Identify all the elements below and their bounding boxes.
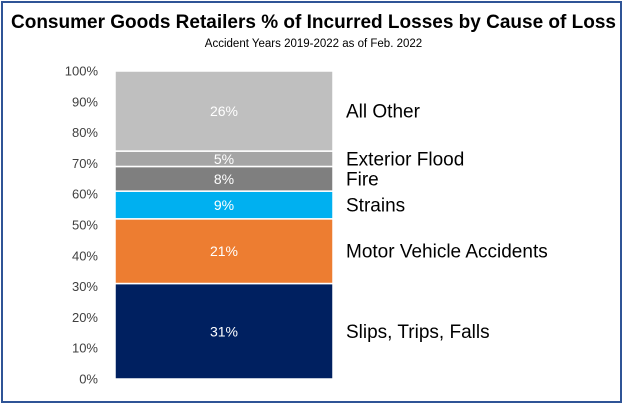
y-tick-label: 100% bbox=[65, 64, 99, 79]
data-labels: 31% 21% 9% 8% 5% 26% bbox=[210, 103, 238, 339]
data-label-exterior-flood: 5% bbox=[214, 151, 234, 167]
category-label-slips-trips-falls: Slips, Trips, Falls bbox=[346, 322, 490, 343]
category-label-strains: Strains bbox=[346, 195, 405, 216]
category-labels: Slips, Trips, Falls Motor Vehicle Acciden… bbox=[346, 102, 548, 343]
category-label-exterior-flood: Exterior Flood bbox=[346, 149, 464, 170]
y-axis: 0% 10% 20% 30% 40% 50% 60% 70% 80% 90% 100% bbox=[65, 64, 99, 387]
category-label-all-other: All Other bbox=[346, 102, 421, 123]
bar-segments bbox=[114, 70, 334, 380]
data-label-strains: 9% bbox=[214, 197, 234, 213]
bar-segment-motor-vehicle-accidents bbox=[114, 218, 334, 285]
bar-segment-all-other bbox=[114, 70, 334, 152]
category-label-fire: Fire bbox=[346, 169, 379, 190]
data-label-all-other: 26% bbox=[210, 103, 238, 119]
data-label-slips-trips-falls: 31% bbox=[210, 323, 238, 339]
y-tick-label: 40% bbox=[72, 248, 98, 263]
chart-title: Consumer Goods Retailers % of Incurred L… bbox=[11, 12, 616, 33]
y-tick-label: 70% bbox=[72, 156, 98, 171]
chart-subtitle: Accident Years 2019-2022 as of Feb. 2022 bbox=[204, 38, 423, 50]
y-tick-label: 90% bbox=[72, 94, 98, 109]
y-tick-label: 80% bbox=[72, 125, 98, 140]
y-tick-label: 10% bbox=[72, 341, 98, 356]
category-label-motor-vehicle-accidents: Motor Vehicle Accidents bbox=[346, 242, 548, 263]
bar-segment-slips-trips-falls bbox=[114, 282, 334, 380]
y-tick-label: 60% bbox=[72, 187, 98, 202]
y-tick-label: 50% bbox=[72, 218, 98, 233]
y-tick-label: 0% bbox=[79, 372, 98, 387]
y-tick-label: 30% bbox=[72, 279, 98, 294]
data-label-fire: 8% bbox=[214, 171, 234, 187]
y-tick-label: 20% bbox=[72, 310, 98, 325]
data-label-motor-vehicle-accidents: 21% bbox=[210, 243, 238, 259]
